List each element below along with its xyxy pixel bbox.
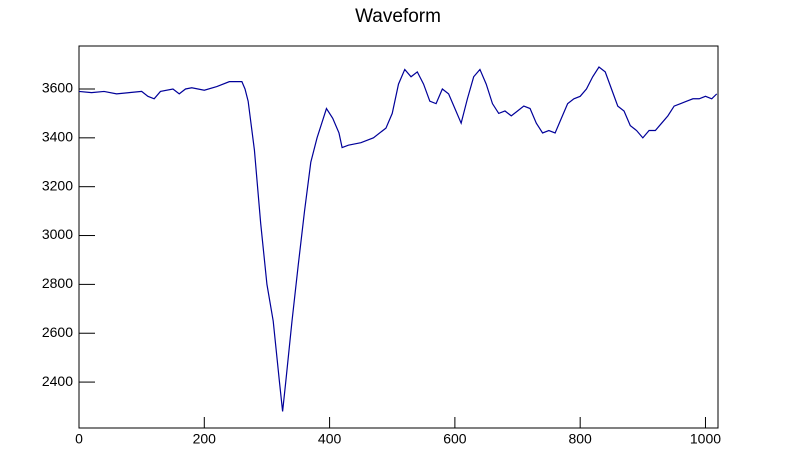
x-tick-label: 800: [568, 431, 592, 447]
x-tick-label: 200: [193, 431, 217, 447]
plot-frame: [78, 45, 719, 429]
x-tick-label: 600: [443, 431, 467, 447]
y-tick-label: 3000: [42, 226, 73, 242]
x-tick-label: 1000: [690, 431, 721, 447]
waveform-line: [78, 66, 718, 412]
y-tick-label: 3400: [42, 129, 73, 145]
x-tick-label: 400: [318, 431, 342, 447]
y-tick-label: 2600: [42, 324, 73, 340]
y-tick-label: 2400: [42, 373, 73, 389]
y-tick-label: 2800: [42, 275, 73, 291]
y-tick-label: 3600: [42, 80, 73, 96]
chart-title: Waveform: [355, 6, 441, 27]
y-tick-label: 3200: [42, 177, 73, 193]
x-tick-label: 0: [75, 431, 83, 447]
